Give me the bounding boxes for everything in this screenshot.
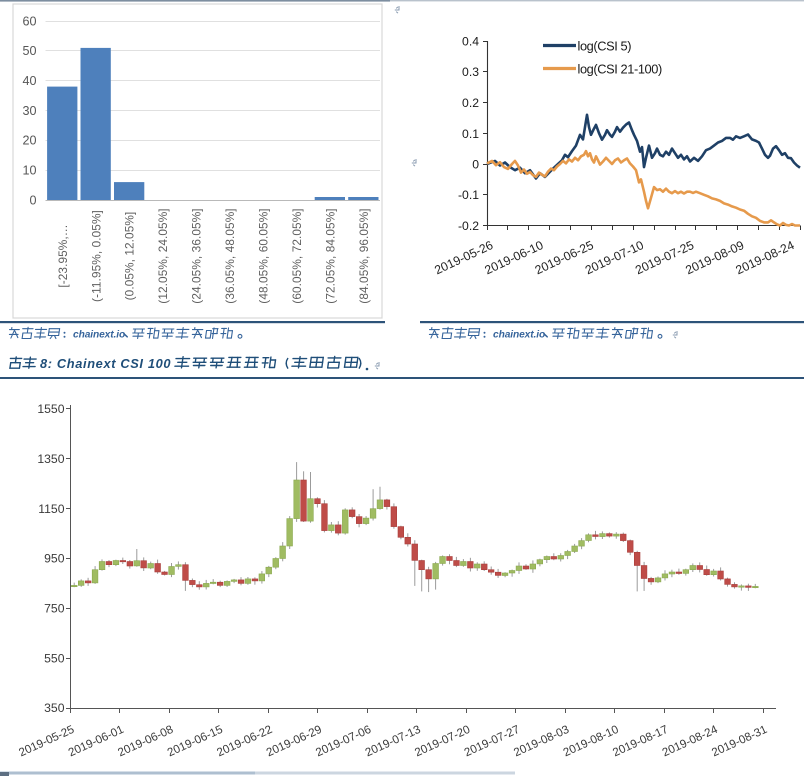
svg-text:chainext.io: chainext.io xyxy=(493,329,545,340)
svg-text:(12.05%, 24.05%]: (12.05%, 24.05%] xyxy=(156,208,170,303)
svg-text:550: 550 xyxy=(44,651,65,665)
svg-text:(60.05%, 72.05%]: (60.05%, 72.05%] xyxy=(290,208,304,303)
svg-text:-0.2: -0.2 xyxy=(458,219,479,233)
svg-text:log(CSI 21-100): log(CSI 21-100) xyxy=(578,62,662,77)
svg-text:(84.05%, 96.05%]: (84.05%, 96.05%] xyxy=(357,208,371,303)
svg-text:1550: 1550 xyxy=(37,402,64,416)
svg-text:0: 0 xyxy=(29,193,36,207)
svg-text:0.2: 0.2 xyxy=(462,96,479,110)
svg-text:-0.1: -0.1 xyxy=(458,188,479,202)
svg-text:60: 60 xyxy=(22,14,36,28)
svg-text:950: 950 xyxy=(44,552,65,566)
svg-text:(24.05%, 36.05%]: (24.05%, 36.05%] xyxy=(190,208,204,303)
svg-text:(0.05%, 12.05%]: (0.05%, 12.05%] xyxy=(123,212,137,301)
svg-text:1350: 1350 xyxy=(37,452,64,466)
svg-text:1150: 1150 xyxy=(38,502,64,516)
svg-text:log(CSI 5): log(CSI 5) xyxy=(578,39,632,54)
svg-text:(36.05%, 48.05%]: (36.05%, 48.05%] xyxy=(223,208,237,303)
svg-text:0: 0 xyxy=(472,158,479,172)
svg-text:20: 20 xyxy=(22,134,36,148)
svg-text:(48.05%, 60.05%]: (48.05%, 60.05%] xyxy=(257,208,271,303)
svg-text:0.4: 0.4 xyxy=(462,35,479,49)
svg-text:750: 750 xyxy=(44,602,65,616)
svg-text:[-23.95%,…: [-23.95%,… xyxy=(56,224,70,287)
svg-text:chainext.io: chainext.io xyxy=(73,329,125,340)
svg-text:40: 40 xyxy=(22,74,36,88)
svg-text:(72.05%, 84.05%]: (72.05%, 84.05%] xyxy=(323,208,337,303)
svg-text:8: Chainext CSI 100: 8: Chainext CSI 100 xyxy=(40,356,171,371)
svg-text:10: 10 xyxy=(22,164,36,178)
svg-text:0.1: 0.1 xyxy=(462,127,479,141)
svg-text:0.3: 0.3 xyxy=(462,65,479,79)
svg-text:50: 50 xyxy=(22,44,36,58)
svg-text:(-11.95%, 0.05%]: (-11.95%, 0.05%] xyxy=(89,210,103,302)
svg-text:30: 30 xyxy=(22,104,36,118)
svg-text:350: 350 xyxy=(44,701,65,715)
